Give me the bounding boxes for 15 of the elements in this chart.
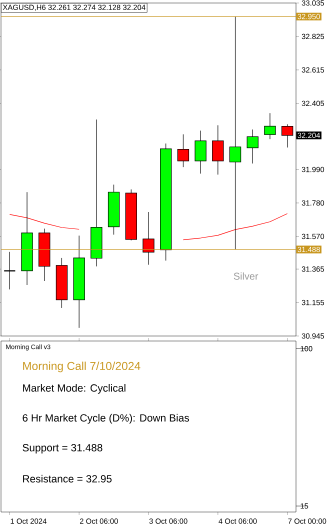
candlestick <box>212 124 224 175</box>
text: 6 Hr Market Cycle (D%): Down Bias <box>22 414 190 424</box>
text: Morning Call 7/10/2024 <box>23 362 140 372</box>
candlestick <box>194 130 206 174</box>
candlestick <box>177 134 190 168</box>
text: Support = 31.488 <box>22 444 102 454</box>
candlestick <box>142 212 154 266</box>
candlestick <box>4 252 16 290</box>
text: Resistance = 32.95 <box>23 474 112 483</box>
candlestick <box>264 112 276 140</box>
candlestick <box>281 124 294 148</box>
candlestick <box>229 16 242 250</box>
annotation: Silver <box>234 272 258 280</box>
text: Market Mode: Cyclical <box>23 384 126 394</box>
candlestick <box>246 129 258 164</box>
